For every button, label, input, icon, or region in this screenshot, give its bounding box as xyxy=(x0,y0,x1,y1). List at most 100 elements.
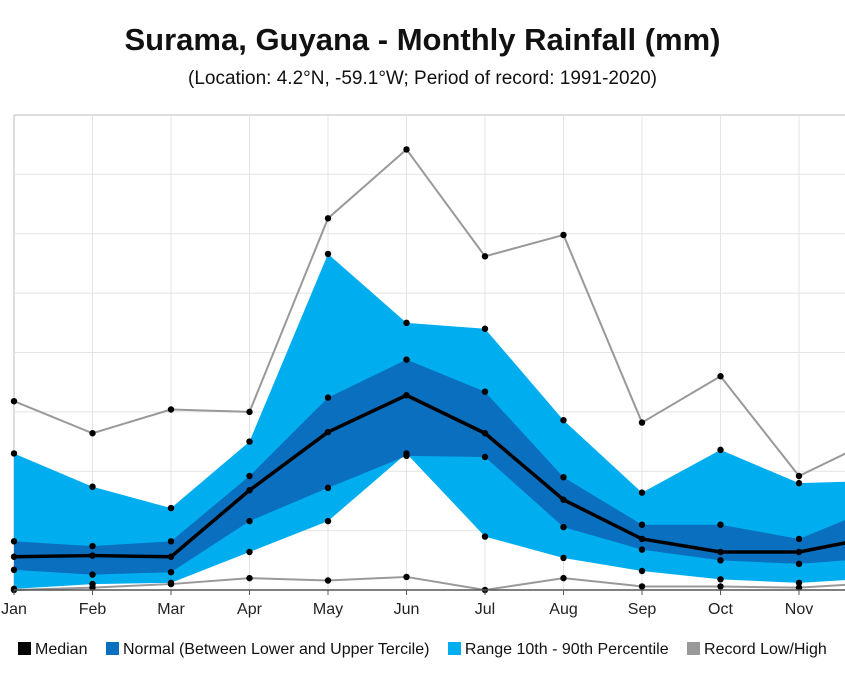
x-tick-label: Apr xyxy=(237,601,263,618)
record-high-point xyxy=(717,373,724,380)
p90-point xyxy=(403,319,410,327)
tercile-normal-band xyxy=(14,359,845,575)
upper-tercile-point xyxy=(246,472,253,480)
lower-tercile-point xyxy=(795,560,803,568)
median-point xyxy=(717,548,724,556)
record-high-point xyxy=(246,408,253,416)
record-high-point xyxy=(795,472,803,480)
record-high-line xyxy=(13,148,845,477)
median-point xyxy=(246,487,253,494)
upper-tercile-point xyxy=(89,542,96,550)
legend-label: Record Low/High xyxy=(704,641,827,658)
p10-point xyxy=(560,554,567,562)
median-line xyxy=(13,393,845,559)
p90-point xyxy=(89,483,96,490)
record-low-point xyxy=(717,583,724,590)
upper-tercile-point xyxy=(403,356,410,363)
p90-point xyxy=(10,450,18,457)
median-point xyxy=(795,548,803,556)
legend-label: Normal (Between Lower and Upper Tercile) xyxy=(122,641,430,658)
legend-item-median: Median xyxy=(18,641,87,659)
upper-tercile-point xyxy=(10,538,18,545)
record-low-point xyxy=(167,580,175,588)
x-tick-label: May xyxy=(313,601,343,618)
record-high-point xyxy=(638,419,646,426)
record-low-point xyxy=(403,573,410,581)
median-point xyxy=(560,496,567,503)
x-tick-label: Jul xyxy=(475,601,495,618)
record-low-point xyxy=(795,584,803,591)
p90-point xyxy=(560,416,567,424)
lower-tercile-point xyxy=(717,557,724,564)
p90-point xyxy=(167,504,175,512)
p90-point xyxy=(324,250,332,258)
median-point xyxy=(481,430,489,437)
median-point xyxy=(10,553,18,560)
x-tick-label: Nov xyxy=(785,601,813,618)
legend-swatch xyxy=(447,642,461,655)
record-low-line xyxy=(13,575,845,591)
record-high-point xyxy=(403,146,410,153)
lower-tercile-point xyxy=(638,546,646,553)
legend-swatch xyxy=(18,642,31,655)
record-low-point xyxy=(246,574,253,582)
p10-point xyxy=(638,567,646,575)
x-tick-label: Jan xyxy=(1,601,27,618)
record-high-point xyxy=(560,231,567,239)
legend-swatch xyxy=(687,642,701,655)
p10-point xyxy=(246,548,253,556)
p10-point xyxy=(403,450,410,457)
record-low-point xyxy=(324,577,332,584)
lower-tercile-point xyxy=(560,523,567,531)
lower-tercile-point xyxy=(481,453,489,461)
legend-item-normal: Normal (Between Lower and Upper Tercile) xyxy=(105,641,430,659)
upper-tercile-point xyxy=(795,535,803,543)
upper-tercile-point xyxy=(560,473,567,481)
chart-title: Surama, Guyana - Monthly Rainfall (mm) xyxy=(124,22,721,57)
upper-tercile-point xyxy=(167,538,175,545)
upper-tercile-point xyxy=(717,521,724,528)
p10-point xyxy=(481,533,489,540)
median-point xyxy=(167,553,175,560)
series-lines xyxy=(13,148,845,591)
median-point xyxy=(324,428,332,436)
lower-tercile-point xyxy=(89,571,96,578)
x-tick-label: Jun xyxy=(394,601,420,618)
legend-label: Median xyxy=(35,641,88,658)
record-high-point xyxy=(481,253,489,260)
record-high-point xyxy=(10,397,18,405)
record-low-point xyxy=(638,583,646,590)
upper-tercile-point xyxy=(324,394,332,401)
chart-subtitle: (Location: 4.2°N, -59.1°W; Period of rec… xyxy=(188,68,657,89)
legend-item-record: Record Low/High xyxy=(687,641,827,659)
record-high-point xyxy=(324,215,332,222)
p10-point xyxy=(795,579,803,587)
p90-point xyxy=(246,438,253,445)
lower-tercile-point xyxy=(324,484,332,492)
data-points xyxy=(10,146,803,594)
legend-swatch xyxy=(105,642,119,655)
median-point xyxy=(89,552,96,559)
median-point xyxy=(638,535,646,543)
record-high-point xyxy=(89,430,96,437)
record-high-point xyxy=(167,406,175,413)
median-point xyxy=(403,392,410,399)
x-tick-label: Sep xyxy=(628,601,657,618)
record-low-point xyxy=(560,574,567,582)
x-tick-label: Feb xyxy=(79,601,107,618)
p10-point xyxy=(717,576,724,583)
record-low-point xyxy=(89,584,96,591)
lower-tercile-point xyxy=(246,517,253,525)
range-areas xyxy=(14,253,845,589)
p90-point xyxy=(717,446,724,454)
upper-tercile-point xyxy=(638,521,646,528)
upper-tercile-point xyxy=(481,388,489,395)
x-tick-label: Aug xyxy=(549,601,577,618)
x-tick-label: Oct xyxy=(708,601,733,618)
legend: Median Normal (Between Lower and Upper T… xyxy=(18,641,841,659)
legend-label: Range 10th - 90th Percentile xyxy=(464,641,669,658)
x-tick-label: Mar xyxy=(157,601,185,618)
legend-item-range: Range 10th - 90th Percentile xyxy=(447,641,669,659)
lower-tercile-point xyxy=(10,566,18,574)
